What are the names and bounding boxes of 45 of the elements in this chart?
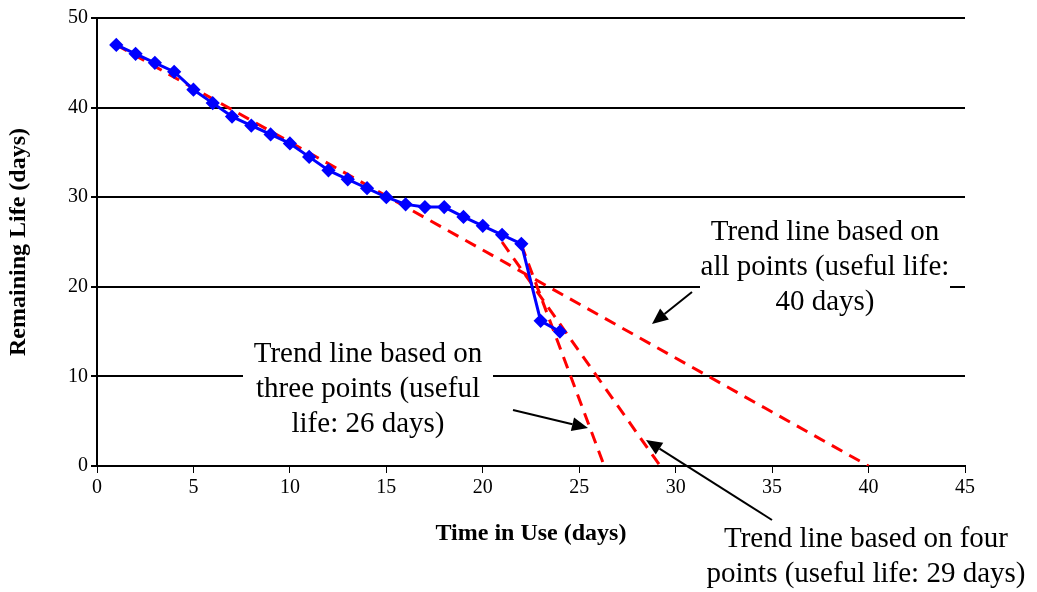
x-tick-label: 10 (279, 475, 300, 498)
y-tick-label: 50 (68, 5, 88, 28)
y-tick-label: 40 (68, 94, 88, 117)
point (379, 190, 393, 204)
point (264, 127, 278, 141)
annotation: Trend line based on all points (useful life: 40 days) (700, 213, 950, 318)
point (225, 110, 239, 124)
point (129, 47, 143, 61)
x-tick-label: 40 (858, 475, 879, 498)
point (302, 150, 316, 164)
point (167, 65, 181, 79)
x-tick-label: 25 (569, 475, 590, 498)
point (553, 325, 567, 339)
point (148, 56, 162, 70)
x-tick-label: 0 (92, 475, 102, 498)
y-tick-label: 30 (68, 184, 88, 207)
y-tick-label: 20 (68, 274, 88, 297)
x-tick-label: 20 (472, 475, 493, 498)
point (206, 96, 220, 110)
annotation: Trend line based on three points (useful life: 26 days) (243, 335, 493, 440)
point (321, 163, 335, 177)
point (399, 197, 413, 211)
text: Trend line based on four points (useful life: 29 days) (701, 520, 1031, 590)
x-tick-label: 5 (188, 475, 199, 498)
point (186, 83, 200, 97)
point (109, 38, 123, 52)
x-tick-label: 45 (955, 475, 975, 498)
y-axis-title: Remaining Life (days) (3, 128, 30, 356)
point (495, 228, 509, 242)
x-axis-title: Time in Use (days) (435, 518, 627, 545)
point (456, 210, 470, 224)
point (341, 172, 355, 186)
point (360, 181, 374, 195)
y-tick-label: 0 (78, 453, 88, 476)
x-tick-label: 15 (376, 475, 397, 498)
point (418, 200, 432, 214)
point (476, 219, 490, 233)
x-tick-label: 30 (665, 475, 686, 498)
y-tick-label: 10 (68, 363, 88, 386)
x-tick-label: 35 (762, 475, 783, 498)
point (283, 136, 297, 150)
point (534, 314, 548, 328)
point (514, 237, 528, 251)
point (437, 200, 451, 214)
point (244, 119, 258, 133)
